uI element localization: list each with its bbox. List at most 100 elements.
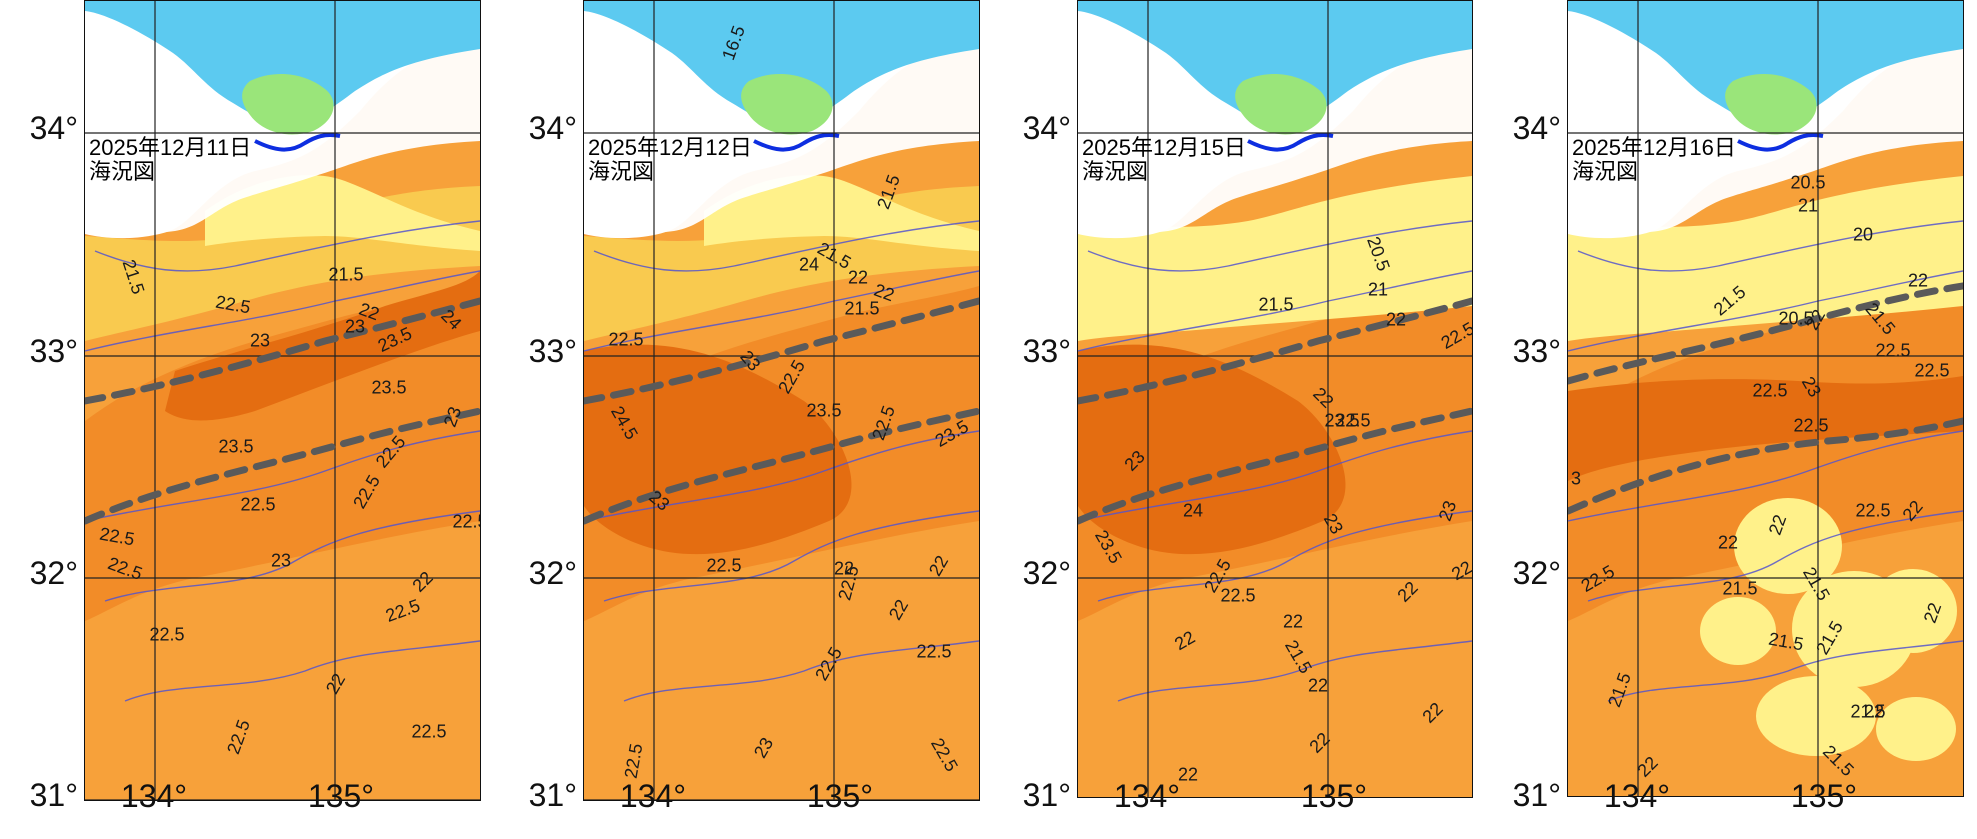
lon-label-3-2: 135° [1300,778,1368,814]
contour-label-3-1: 21.5 [1258,294,1294,315]
dashed-boundary-lower [85,407,480,525]
front-line [1737,132,1824,152]
map-graphic [85,1,480,800]
lat-label-4-2: 33° [1512,333,1561,369]
contour-line-3 [1078,430,1472,522]
panel-date-1: 2025年12月11日 [89,135,252,160]
lat-label-4-1: 34° [1512,110,1561,146]
contour-label-1-23: 22.5 [411,721,447,742]
contour-label-4-25: 21.5 [1850,701,1886,722]
lat-label-1-1: 34° [29,110,78,146]
lat-label-3-1: 34° [1022,110,1071,146]
front-line [753,132,840,152]
lat-label-1-3: 32° [29,555,78,591]
contour-line-1 [593,220,979,272]
map-graphic [1078,1,1472,797]
bay-green-patch [741,74,833,135]
lat-label-1-4: 31° [29,777,78,813]
contour-label-4-9: 22.5 [1875,340,1911,361]
bay-green-patch [1725,74,1817,135]
contour-label-2-7: 24 [798,254,820,275]
front-line [1247,132,1334,152]
contour-label-4-1: 20.5 [1790,172,1826,193]
lon-label-2-1: 134° [619,778,687,814]
contour-label-4-26: 22 [1863,701,1885,722]
lat-label-4-3: 32° [1512,555,1561,591]
contour-label-4-17: 22.5 [1855,500,1891,521]
panel-title-3: 2025年12月15日 海況図 [1082,135,1246,185]
dashed-boundary-lower [1568,417,1963,515]
panel-subtitle-3: 海況図 [1082,159,1149,185]
map-panel-2: 2025年12月12日 海況図 16.5 21.5 21.5 22 21.5 22 24 22.5… [583,0,980,801]
contour-label-3-10: 24 [1182,500,1204,521]
contour-label-4-3: 20 [1852,224,1874,245]
map-panel-3: 2025年12月15日 海況図 21.5 20.5 21 22 22.5 22 22.5 23.5… [1077,0,1473,798]
contour-label-4-20: 21.5 [1722,578,1758,599]
contour-line-1 [1577,220,1963,272]
cool-patch-5 [1756,676,1876,756]
contour-line-5 [124,640,480,702]
lat-label-2-2: 33° [528,333,577,369]
panel-subtitle-1: 海況図 [89,159,156,185]
warmest-core [584,344,852,555]
lat-label-2-4: 31° [528,777,577,813]
contour-label-1-16: 23 [270,550,292,571]
warmest-core [1568,376,1963,481]
lat-label-3-3: 32° [1022,555,1071,591]
lon-label-4-1: 134° [1603,778,1671,814]
contour-line-3 [85,430,480,522]
contour-label-1-14: 22.5 [240,494,276,515]
contour-label-4-4: 22 [1907,270,1929,291]
contour-label-1-5: 23 [249,330,271,351]
contour-label-1-20: 22.5 [149,624,185,645]
contour-line-5 [1607,640,1963,702]
dashed-boundary-upper [1078,297,1472,405]
bay-water [85,1,480,124]
panel-title-1: 2025年12月11日 海況図 [89,135,252,185]
lon-label-3-1: 134° [1113,778,1181,814]
warmest-core [1078,344,1346,555]
contour-label-1-9: 23.5 [218,436,254,457]
contour-label-4-2: 21 [1797,195,1819,216]
contour-label-2-22: 22.5 [916,641,952,662]
cool-patch-4 [1869,569,1957,653]
lat-label-1-2: 33° [29,333,78,369]
cooler-band [205,175,480,251]
cooler-band [1568,176,1963,341]
contour-line-5 [1117,640,1472,702]
contour-label-2-6: 22 [847,267,869,288]
lon-label-4-2: 135° [1790,778,1858,814]
dashed-boundary-upper [85,297,480,405]
panel-date-4: 2025年12月16日 [1572,135,1736,160]
contour-label-2-17: 22 [833,558,855,579]
contour-line-4 [104,510,480,602]
map-panel-4: 2025年12月16日 海況図 20.5 21 20 22 21.5 20.5 22 21.5 22… [1567,0,1964,797]
front-line [254,132,341,152]
contour-label-3-20: 22 [1307,675,1329,696]
contour-line-4 [1097,510,1472,602]
contour-label-3-15: 22.5 [1220,585,1256,606]
contour-label-3-7: 22.5 [1335,410,1371,431]
dashed-boundary-upper [1568,282,1963,385]
panel-subtitle-4: 海況図 [1572,159,1639,185]
bay-water [584,1,979,124]
contour-label-3-4: 22 [1385,309,1407,330]
contour-label-4-10: 22.5 [1914,360,1950,381]
contour-label-1-17: 22.5 [452,511,480,532]
cool-patch-6 [1876,697,1956,761]
map-graphic [1568,1,1963,796]
contour-label-3-16: 22 [1282,611,1304,632]
contour-label-4-13: 3 [1570,468,1582,489]
contour-label-2-11: 23.5 [806,400,842,421]
contour-line-4 [603,510,979,602]
dashed-boundary-lower [584,407,979,525]
contour-label-2-16: 22.5 [706,555,742,576]
warm-current-band [1568,286,1963,621]
panel-wrapper-2: 2025年12月12日 海況図 16.5 21.5 21.5 22 21.5 22 24 22.5… [529,0,980,839]
lon-label-1-1: 134° [120,778,188,814]
lat-label-2-3: 32° [528,555,577,591]
contour-label-1-10: 23.5 [371,377,407,398]
cooler-band [704,175,979,251]
contour-line-1 [1087,220,1472,272]
contour-label-4-6: 20.5 [1778,308,1814,329]
